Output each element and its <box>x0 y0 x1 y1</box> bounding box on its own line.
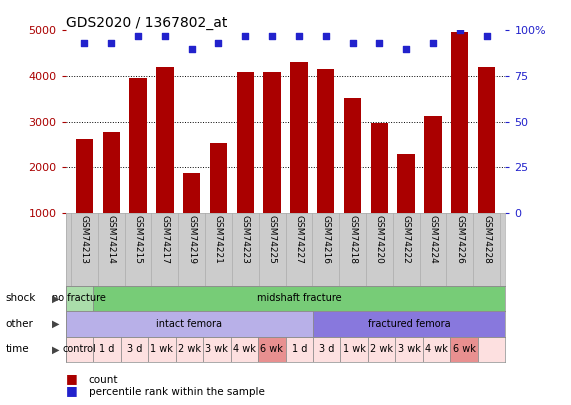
Point <box>428 40 437 47</box>
Bar <box>183 173 200 213</box>
Text: GSM74222: GSM74222 <box>401 215 411 264</box>
Text: control: control <box>63 344 96 354</box>
Text: GSM74224: GSM74224 <box>428 215 437 264</box>
Text: 3 wk: 3 wk <box>398 344 421 354</box>
Text: 3 d: 3 d <box>319 344 335 354</box>
Text: time: time <box>6 344 29 354</box>
Point <box>160 32 170 39</box>
Text: 1 wk: 1 wk <box>343 344 365 354</box>
Text: GSM74225: GSM74225 <box>268 215 276 264</box>
Bar <box>148 337 176 362</box>
Bar <box>290 62 308 213</box>
Bar <box>176 337 203 362</box>
Point <box>348 40 357 47</box>
Bar <box>236 72 254 213</box>
Text: shock: shock <box>6 293 36 303</box>
Text: GSM74226: GSM74226 <box>455 215 464 264</box>
Point <box>214 40 223 47</box>
Point <box>107 40 116 47</box>
Text: percentile rank within the sample: percentile rank within the sample <box>89 387 264 397</box>
Bar <box>263 72 281 213</box>
Point <box>294 32 303 39</box>
Text: GSM74219: GSM74219 <box>187 215 196 264</box>
Bar <box>371 123 388 213</box>
Text: ▶: ▶ <box>53 319 60 329</box>
Text: 6 wk: 6 wk <box>260 344 283 354</box>
Text: 1 d: 1 d <box>292 344 307 354</box>
Text: ■: ■ <box>66 372 78 385</box>
Text: midshaft fracture: midshaft fracture <box>257 293 341 303</box>
Point <box>375 40 384 47</box>
Bar <box>313 337 340 362</box>
Text: ▶: ▶ <box>53 293 60 303</box>
Point <box>321 32 330 39</box>
Text: GSM74213: GSM74213 <box>80 215 89 264</box>
Text: GDS2020 / 1367802_at: GDS2020 / 1367802_at <box>66 16 227 30</box>
Text: 4 wk: 4 wk <box>425 344 448 354</box>
Bar <box>258 337 286 362</box>
Bar <box>103 132 120 213</box>
Text: intact femora: intact femora <box>156 319 222 329</box>
Bar <box>231 337 258 362</box>
Bar <box>66 286 93 311</box>
Bar <box>451 32 468 213</box>
Text: ▶: ▶ <box>53 344 60 354</box>
Bar <box>344 98 361 213</box>
Text: GSM74215: GSM74215 <box>134 215 143 264</box>
Text: GSM74220: GSM74220 <box>375 215 384 264</box>
Text: 1 d: 1 d <box>99 344 115 354</box>
Bar <box>423 337 451 362</box>
Point <box>455 27 464 34</box>
Bar <box>120 337 148 362</box>
Bar <box>66 337 93 362</box>
Bar <box>451 337 478 362</box>
Text: no fracture: no fracture <box>53 293 106 303</box>
Text: fractured femora: fractured femora <box>368 319 451 329</box>
Text: GSM74221: GSM74221 <box>214 215 223 264</box>
Text: 6 wk: 6 wk <box>453 344 476 354</box>
Text: ■: ■ <box>66 384 78 397</box>
Point <box>401 45 411 52</box>
Text: 4 wk: 4 wk <box>233 344 256 354</box>
Bar <box>478 67 495 213</box>
Bar <box>76 139 93 213</box>
Bar <box>66 311 313 337</box>
Point <box>268 32 277 39</box>
Bar <box>340 337 368 362</box>
Bar <box>424 117 441 213</box>
Bar <box>286 337 313 362</box>
Text: GSM74223: GSM74223 <box>241 215 250 264</box>
Text: 3 wk: 3 wk <box>206 344 228 354</box>
Text: other: other <box>6 319 34 329</box>
Bar <box>478 337 505 362</box>
Point <box>482 32 491 39</box>
Text: 2 wk: 2 wk <box>178 344 201 354</box>
Point <box>134 32 143 39</box>
Text: 3 d: 3 d <box>127 344 142 354</box>
Text: GSM74217: GSM74217 <box>160 215 170 264</box>
Bar <box>368 337 395 362</box>
Text: GSM74228: GSM74228 <box>482 215 491 264</box>
Text: GSM74218: GSM74218 <box>348 215 357 264</box>
Bar <box>397 154 415 213</box>
Bar <box>317 69 335 213</box>
Text: GSM74214: GSM74214 <box>107 215 116 264</box>
Bar <box>93 337 120 362</box>
Point <box>241 32 250 39</box>
Text: 2 wk: 2 wk <box>370 344 393 354</box>
Bar <box>210 143 227 213</box>
Text: count: count <box>89 375 118 385</box>
Text: GSM74216: GSM74216 <box>321 215 330 264</box>
Point <box>80 40 89 47</box>
Text: 1 wk: 1 wk <box>150 344 173 354</box>
Bar <box>203 337 231 362</box>
Bar <box>156 67 174 213</box>
Bar <box>130 78 147 213</box>
Text: GSM74227: GSM74227 <box>295 215 303 264</box>
Point <box>187 45 196 52</box>
Bar <box>395 337 423 362</box>
Bar <box>313 311 505 337</box>
